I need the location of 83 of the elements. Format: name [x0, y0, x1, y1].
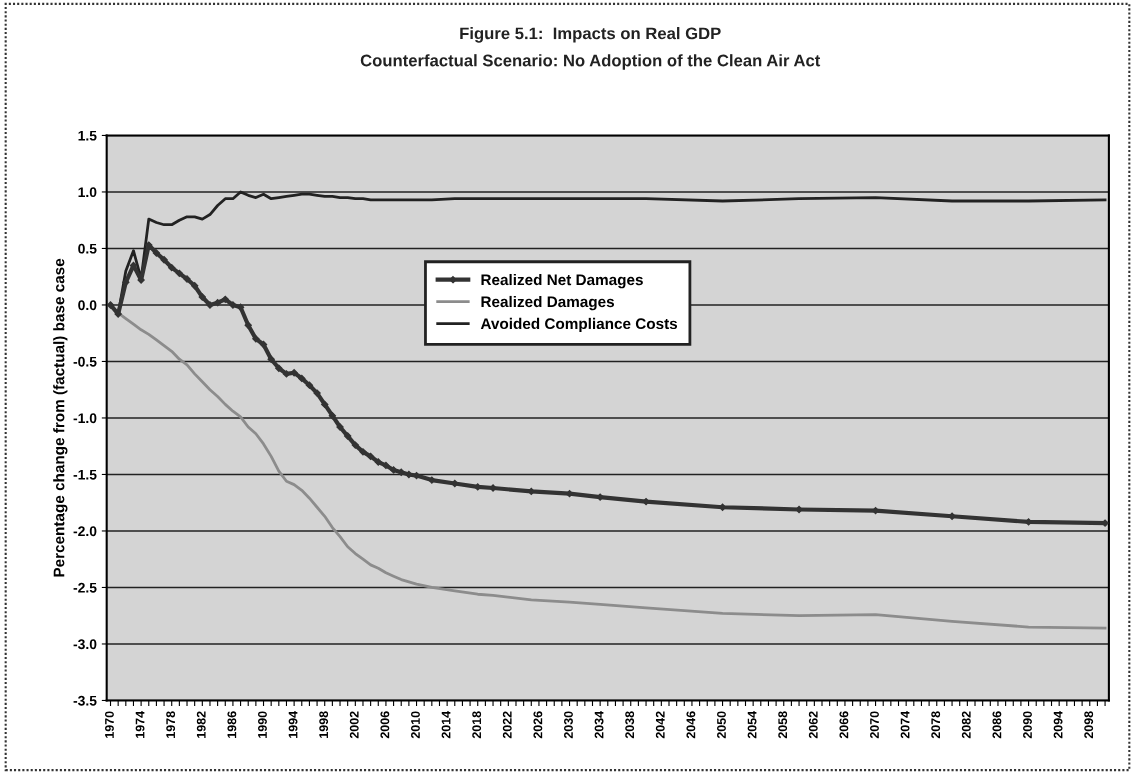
- y-tick-label: -1.5: [73, 469, 97, 480]
- point: [428, 476, 436, 484]
- y-tick-label: 0.0: [78, 300, 97, 311]
- x-tick-label: 1974: [135, 710, 145, 738]
- point: [405, 470, 413, 479]
- point: [213, 299, 222, 307]
- x-tick-label: 2062: [808, 711, 818, 739]
- x-tick-label: 2026: [533, 711, 543, 739]
- point: [160, 256, 168, 264]
- x-tick-label: 2070: [870, 711, 879, 739]
- point: [344, 432, 352, 440]
- point: [305, 381, 314, 389]
- chart-subtitle: Counterfactual Scenario: No Adoption of the Clean Air Act: [360, 54, 821, 70]
- point: [244, 321, 252, 329]
- point: [321, 400, 329, 409]
- x-tick-label: 2098: [1084, 711, 1094, 739]
- x-tick-label: 2030: [564, 711, 573, 739]
- x-tick-label: 2082: [961, 711, 971, 739]
- chart-title: Figure 5.1: Impacts on Real GDP: [460, 27, 721, 43]
- point: [351, 441, 359, 449]
- y-tick-label: -1.0: [73, 413, 97, 424]
- x-tick-label: 2014: [441, 710, 451, 739]
- y-tick-label: -3.5: [73, 695, 97, 706]
- point: [236, 303, 245, 311]
- x-tick-label: 1986: [227, 711, 237, 738]
- x-tick-label: 2078: [931, 711, 941, 739]
- x-tick-label: 2090: [1023, 711, 1032, 739]
- point: [221, 295, 229, 303]
- x-tick-label: 1990: [258, 711, 267, 738]
- x-tick-label: 2086: [992, 711, 1002, 739]
- point: [298, 374, 306, 383]
- x-tick-label: 1970: [105, 711, 114, 738]
- x-tick-label: 2034: [594, 710, 604, 739]
- y-tick-label: 1.0: [78, 187, 97, 198]
- x-tick-label: 2010: [411, 711, 420, 739]
- point: [229, 301, 237, 309]
- x-tick-label: 1998: [319, 711, 329, 738]
- point: [106, 301, 115, 309]
- point: [198, 293, 206, 301]
- x-tick-label: 2058: [778, 711, 788, 739]
- y-tick-label: 1.5: [78, 130, 97, 141]
- point: [252, 335, 260, 343]
- point: [168, 264, 176, 272]
- legend-label: Realized Damages: [481, 295, 614, 311]
- point: [313, 389, 321, 397]
- x-tick-label: 2038: [625, 711, 635, 739]
- point: [175, 269, 184, 277]
- x-tick-label: 2066: [839, 711, 849, 739]
- point: [382, 461, 390, 470]
- x-tick-label: 2094: [1053, 710, 1063, 739]
- x-tick-label: 1994: [288, 710, 298, 738]
- legend-label: Avoided Compliance Costs: [480, 317, 678, 333]
- x-tick-label: 1982: [196, 711, 206, 738]
- y-tick-label: -0.5: [73, 356, 97, 367]
- x-tick-label: 2018: [472, 711, 482, 739]
- point: [795, 505, 803, 514]
- point: [275, 364, 283, 372]
- point: [191, 282, 199, 290]
- x-tick-label: 2006: [380, 711, 390, 739]
- x-tick-label: 2022: [502, 711, 512, 739]
- point: [359, 448, 367, 456]
- x-tick-label: 2050: [717, 711, 726, 739]
- x-tick-label: 2042: [655, 711, 665, 739]
- y-tick-label: 0.5: [78, 243, 97, 254]
- point: [397, 468, 405, 476]
- x-tick-label: 2054: [747, 710, 757, 739]
- point: [374, 458, 382, 466]
- point: [366, 452, 375, 461]
- y-tick-label: -3.0: [73, 639, 97, 650]
- x-tick-label: 2002: [349, 711, 359, 739]
- point: [642, 497, 650, 506]
- x-tick-label: 1978: [166, 711, 176, 738]
- y-tick-label: -2.0: [73, 526, 97, 537]
- y-tick-label: -2.5: [73, 582, 97, 593]
- legend-label: Realized Net Damages: [481, 273, 643, 289]
- point: [328, 412, 337, 420]
- point: [152, 249, 161, 257]
- point: [206, 301, 214, 309]
- x-tick-label: 2074: [900, 710, 910, 739]
- point: [389, 466, 398, 474]
- point: [267, 355, 275, 363]
- y-axis-title: Percentage change from (factual) base case: [53, 258, 68, 577]
- x-tick-label: 2046: [686, 711, 696, 739]
